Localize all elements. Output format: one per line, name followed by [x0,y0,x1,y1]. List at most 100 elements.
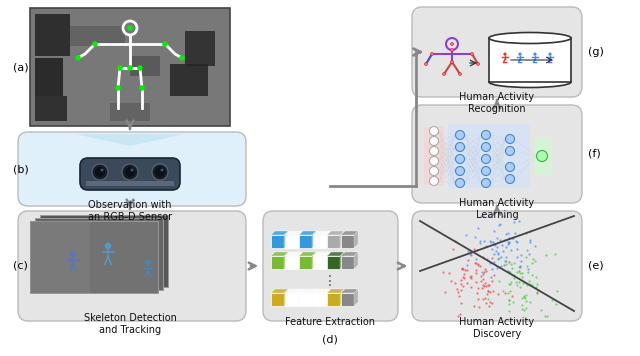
Point [529,258,540,264]
Bar [489,38,571,82]
Point [495,221,505,226]
Point [514,218,524,224]
Point [525,229,536,234]
Polygon shape [313,231,330,235]
Point [532,282,543,287]
Point [504,281,514,287]
Point [500,261,511,267]
Circle shape [127,65,133,71]
Point [502,268,513,274]
Point [483,288,493,293]
Point [493,256,503,262]
Point [522,231,532,236]
Point [488,252,499,257]
Point [499,262,509,268]
Bar [30,221,90,293]
Point [490,242,500,248]
Point [522,263,532,269]
Point [504,301,514,307]
Text: (c): (c) [13,261,28,271]
Point [504,269,515,275]
Point [465,251,476,257]
Point [500,231,511,237]
Point [501,258,511,264]
Point [552,288,562,294]
Point [541,252,551,258]
Point [474,263,484,268]
Point [519,293,529,299]
Point [520,295,530,301]
Point [511,238,521,244]
Point [504,240,514,246]
Bar [271,293,284,306]
Point [478,271,488,277]
Point [484,303,494,309]
Circle shape [533,53,536,56]
Point [466,250,476,255]
Point [462,267,472,273]
Point [481,283,491,289]
Point [465,274,475,280]
Point [450,280,460,286]
Text: Human Activity
Learning: Human Activity Learning [460,198,534,220]
Point [457,266,467,272]
Circle shape [506,174,515,183]
Point [470,267,481,273]
Point [524,251,534,257]
Polygon shape [341,231,358,235]
Point [532,290,542,296]
Text: Observation with
an RGB-D Sensor: Observation with an RGB-D Sensor [88,200,172,221]
Point [508,265,518,271]
Polygon shape [271,231,288,235]
Point [466,252,476,258]
Polygon shape [326,231,330,248]
Polygon shape [271,289,288,293]
Circle shape [506,147,515,156]
Point [472,290,483,295]
Point [460,267,470,273]
FancyBboxPatch shape [80,158,180,190]
Polygon shape [312,252,316,269]
Point [466,273,476,279]
Point [498,248,508,254]
Polygon shape [299,289,316,293]
Point [515,270,525,276]
Point [474,262,484,267]
Point [515,263,525,268]
Polygon shape [340,289,344,306]
Bar [30,221,158,293]
Circle shape [456,131,465,140]
Point [531,284,541,290]
Point [479,269,489,275]
Circle shape [429,126,438,136]
Point [476,264,486,269]
Text: (g): (g) [588,47,604,57]
Point [512,269,522,275]
Point [488,272,499,278]
Point [530,244,540,249]
Point [473,296,483,302]
Polygon shape [284,252,288,269]
Point [508,272,518,278]
Bar [299,256,312,269]
Point [521,298,531,304]
Point [504,308,514,314]
Point [473,225,483,231]
Point [493,222,504,228]
Point [456,300,466,306]
Point [515,264,525,270]
Point [540,313,550,319]
Bar [35,58,63,96]
Point [499,213,509,219]
Point [508,299,518,305]
Point [497,288,508,293]
Bar [299,293,312,306]
Point [480,267,490,272]
Point [499,237,509,242]
Point [527,282,537,288]
Polygon shape [340,231,344,248]
Point [528,256,538,262]
Polygon shape [312,289,316,306]
Point [524,266,534,272]
Point [457,266,467,271]
